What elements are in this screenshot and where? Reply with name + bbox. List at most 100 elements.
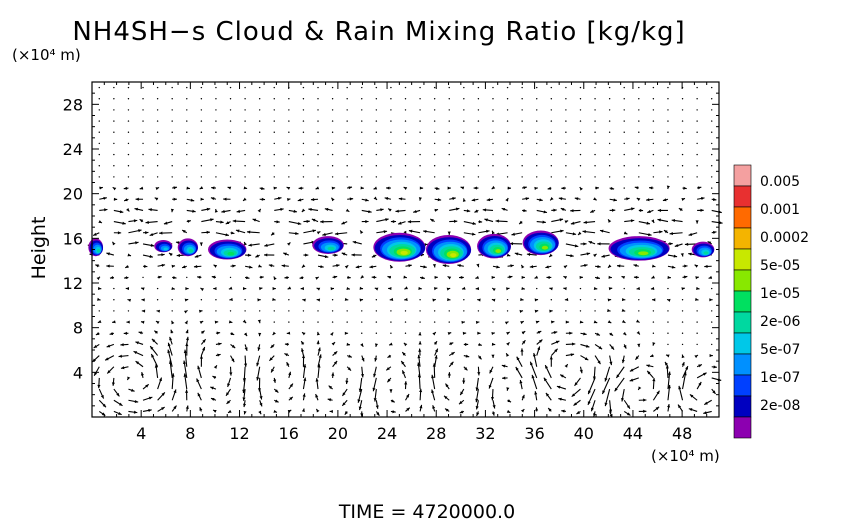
y-tick-label: 12 — [63, 274, 83, 293]
wind-arrow-head — [248, 254, 251, 257]
wind-arrow-head — [258, 264, 262, 267]
wind-arrow-head — [612, 209, 615, 212]
wind-dot — [201, 109, 202, 110]
wind-arrow-head — [146, 221, 149, 224]
wind-dot — [492, 87, 493, 88]
wind-arrow-head — [185, 321, 188, 325]
wind-dot — [536, 120, 537, 121]
wind-arrow-head — [126, 208, 129, 211]
wind-arrow-head — [346, 209, 350, 212]
wind-dot — [580, 154, 581, 155]
wind-dot — [624, 120, 625, 121]
wind-arrow-head — [229, 372, 232, 375]
wind-dot — [478, 310, 479, 311]
wind-dot — [434, 154, 435, 155]
wind-dot — [361, 143, 362, 144]
x-tick-label: 28 — [426, 424, 446, 443]
wind-dot — [142, 277, 143, 278]
cloud-patch — [523, 231, 559, 256]
wind-dot — [230, 109, 231, 110]
wind-dot — [157, 176, 158, 177]
wind-arrow-head — [477, 372, 480, 375]
cloud-contour — [163, 247, 167, 250]
wind-dot — [113, 310, 114, 311]
wind-arrow-head — [97, 385, 100, 388]
cloud-patch — [609, 236, 670, 261]
wind-arrow-head — [126, 287, 129, 290]
wind-dot — [303, 109, 304, 110]
wind-arrow-head — [97, 277, 100, 280]
wind-dot — [638, 109, 639, 110]
wind-dot — [434, 109, 435, 110]
x-tick-label: 32 — [475, 424, 495, 443]
wind-arrow-head — [211, 186, 214, 189]
wind-arrow-head — [535, 276, 539, 279]
wind-arrow-head — [124, 198, 128, 201]
wind-dot — [171, 299, 172, 300]
wind-dot — [682, 310, 683, 311]
wind-arrow-head — [420, 187, 423, 190]
wind-arrow-head — [520, 348, 523, 351]
wind-dot — [390, 310, 391, 311]
wind-dot — [390, 165, 391, 166]
wind-arrow-head — [330, 410, 333, 413]
wind-dot — [332, 109, 333, 110]
wind-arrow-head — [214, 265, 218, 268]
wind-dot — [288, 143, 289, 144]
wind-dot — [259, 132, 260, 133]
wind-arrow-head — [375, 288, 379, 291]
wind-arrow-head — [243, 378, 246, 381]
wind-arrow-head — [492, 276, 495, 279]
wind-dot — [230, 120, 231, 121]
wind-arrow-head — [185, 330, 188, 334]
wind-dot — [624, 98, 625, 99]
wind-dot — [171, 120, 172, 121]
wind-dot — [171, 87, 172, 88]
wind-dot — [171, 143, 172, 144]
wind-dot — [215, 310, 216, 311]
wind-dot — [303, 132, 304, 133]
wind-dot — [492, 132, 493, 133]
wind-dot — [288, 165, 289, 166]
wind-dot — [682, 176, 683, 177]
wind-dot — [696, 154, 697, 155]
cloud-contour — [450, 253, 456, 257]
wind-dot — [215, 98, 216, 99]
wind-arrow-head — [228, 410, 232, 413]
wind-dot — [478, 176, 479, 177]
wind-arrow-head — [331, 287, 334, 290]
wind-arrow-head — [695, 265, 699, 268]
colorbar-swatch — [734, 249, 751, 270]
wind-dot — [332, 98, 333, 99]
wind-dot — [332, 299, 333, 300]
wind-dot — [536, 87, 537, 88]
wind-arrow-head — [386, 186, 389, 189]
wind-arrow-head — [506, 332, 510, 335]
wind-dot — [711, 333, 712, 334]
wind-dot — [274, 143, 275, 144]
wind-dot — [594, 143, 595, 144]
wind-dot — [332, 120, 333, 121]
wind-arrow-head — [351, 253, 354, 256]
wind-arrow-head — [360, 343, 363, 347]
wind-dot — [507, 165, 508, 166]
wind-arrow-head — [489, 385, 492, 389]
wind-dot — [682, 165, 683, 166]
wind-arrow-head — [583, 242, 586, 245]
wind-dot — [536, 143, 537, 144]
wind-dot — [317, 109, 318, 110]
wind-arrow-head — [432, 332, 435, 335]
wind-arrow-head — [264, 253, 267, 256]
wind-dot — [99, 154, 100, 155]
wind-arrow-head — [305, 254, 308, 257]
wind-dot — [201, 87, 202, 88]
wind-arrow-head — [700, 209, 703, 212]
wind-dot — [405, 154, 406, 155]
colorbar-swatch — [734, 165, 751, 186]
wind-arrow-head — [156, 321, 160, 324]
wind-arrow-head — [389, 342, 393, 345]
wind-dot — [113, 299, 114, 300]
wind-dot — [624, 187, 625, 188]
wind-dot — [551, 299, 552, 300]
wind-dot — [449, 165, 450, 166]
